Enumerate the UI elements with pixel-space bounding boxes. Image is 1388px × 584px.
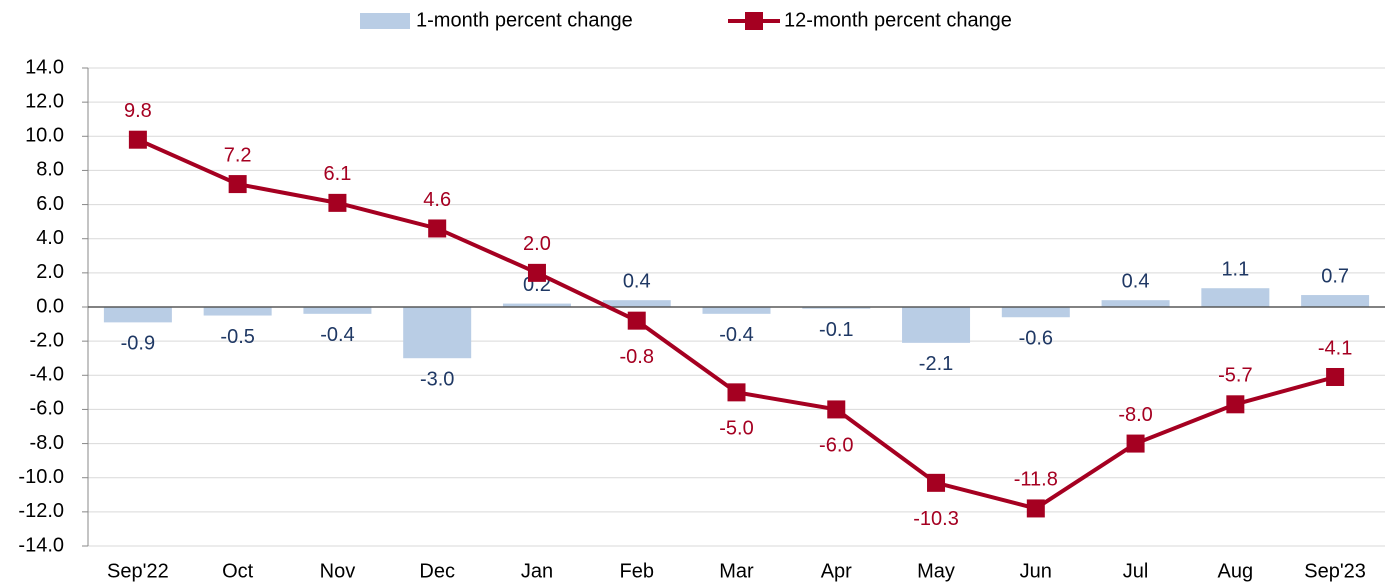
bar bbox=[602, 300, 671, 307]
bar-label: -0.4 bbox=[719, 324, 753, 346]
x-tick-label: Aug bbox=[1218, 560, 1254, 582]
y-tick-label: 8.0 bbox=[36, 159, 64, 181]
y-tick-label: -2.0 bbox=[30, 329, 64, 351]
line-label: -11.8 bbox=[1014, 469, 1058, 491]
line-label: -4.1 bbox=[1318, 337, 1352, 359]
bar bbox=[1201, 288, 1270, 307]
bar bbox=[1101, 300, 1170, 307]
y-tick-label: 0.0 bbox=[36, 295, 64, 317]
bar-label: 1.1 bbox=[1221, 259, 1249, 281]
bar bbox=[802, 307, 871, 309]
line-label: 2.0 bbox=[523, 233, 551, 255]
line-label: 9.8 bbox=[124, 100, 152, 122]
x-tick-label: Feb bbox=[619, 560, 653, 582]
line-marker bbox=[328, 193, 347, 212]
bar-label: -3.0 bbox=[420, 368, 454, 390]
line-marker bbox=[627, 311, 646, 330]
bar bbox=[1001, 307, 1070, 318]
y-tick-label: -4.0 bbox=[30, 364, 64, 386]
line-marker bbox=[1326, 367, 1345, 386]
x-tick-label: Sep'23 bbox=[1304, 560, 1366, 582]
x-tick-label: Jul bbox=[1123, 560, 1149, 582]
y-tick-label: 12.0 bbox=[25, 90, 64, 112]
y-tick-label: 2.0 bbox=[36, 261, 64, 283]
bar-label: -0.9 bbox=[121, 333, 155, 355]
bar-label: 0.7 bbox=[1321, 265, 1349, 287]
x-tick-label: Sep'22 bbox=[107, 560, 169, 582]
line-label: -8.0 bbox=[1118, 404, 1152, 426]
y-tick-label: -12.0 bbox=[18, 500, 64, 522]
bar bbox=[702, 307, 771, 314]
x-tick-label: Jun bbox=[1020, 560, 1052, 582]
bar bbox=[1301, 295, 1370, 307]
line-marker bbox=[827, 400, 846, 419]
line-marker bbox=[228, 175, 247, 194]
legend-swatch bbox=[360, 13, 410, 29]
y-tick-label: 14.0 bbox=[25, 56, 64, 78]
legend-label: 12-month percent change bbox=[784, 9, 1012, 31]
y-tick-label: -14.0 bbox=[18, 534, 64, 556]
line-label: -10.3 bbox=[913, 508, 959, 530]
bar-label: -0.4 bbox=[320, 324, 354, 346]
line-marker bbox=[1226, 395, 1245, 414]
bar-label: -0.6 bbox=[1019, 328, 1053, 350]
line-marker bbox=[527, 263, 546, 282]
y-tick-label: -10.0 bbox=[18, 466, 64, 488]
line-label: -0.8 bbox=[619, 346, 653, 368]
bar bbox=[103, 307, 172, 323]
bar bbox=[303, 307, 372, 314]
x-tick-label: Oct bbox=[222, 560, 254, 582]
line-marker bbox=[128, 130, 147, 149]
y-tick-label: 6.0 bbox=[36, 193, 64, 215]
y-tick-label: 4.0 bbox=[36, 227, 64, 249]
bar bbox=[403, 307, 472, 359]
y-tick-label: -6.0 bbox=[30, 398, 64, 420]
x-tick-label: Dec bbox=[419, 560, 455, 582]
line-marker bbox=[428, 219, 447, 238]
bar-label: -0.5 bbox=[220, 326, 254, 348]
line-marker bbox=[927, 473, 946, 492]
y-tick-label: 10.0 bbox=[25, 125, 64, 147]
line-label: 4.6 bbox=[423, 189, 451, 211]
legend-swatch bbox=[745, 12, 763, 30]
legend-label: 1-month percent change bbox=[416, 9, 633, 31]
x-tick-label: May bbox=[917, 560, 955, 582]
line-label: -5.7 bbox=[1218, 365, 1252, 387]
bar-label: -2.1 bbox=[919, 353, 953, 375]
bar-label: -0.1 bbox=[819, 319, 853, 341]
line-label: 7.2 bbox=[224, 144, 252, 166]
bar-label: 0.4 bbox=[1122, 270, 1150, 292]
line-marker bbox=[1126, 434, 1145, 453]
x-tick-label: Mar bbox=[719, 560, 754, 582]
bar-label: 0.4 bbox=[623, 270, 651, 292]
line-marker bbox=[1026, 499, 1045, 518]
line-marker bbox=[727, 383, 746, 402]
x-tick-label: Jan bbox=[521, 560, 553, 582]
bar bbox=[902, 307, 971, 343]
y-tick-label: -8.0 bbox=[30, 432, 64, 454]
bar bbox=[502, 303, 571, 307]
line-label: -5.0 bbox=[719, 418, 753, 440]
x-tick-label: Nov bbox=[320, 560, 356, 582]
bar bbox=[203, 307, 272, 316]
line-label: 6.1 bbox=[324, 163, 352, 185]
x-tick-label: Apr bbox=[821, 560, 852, 582]
line-label: -6.0 bbox=[819, 435, 853, 457]
